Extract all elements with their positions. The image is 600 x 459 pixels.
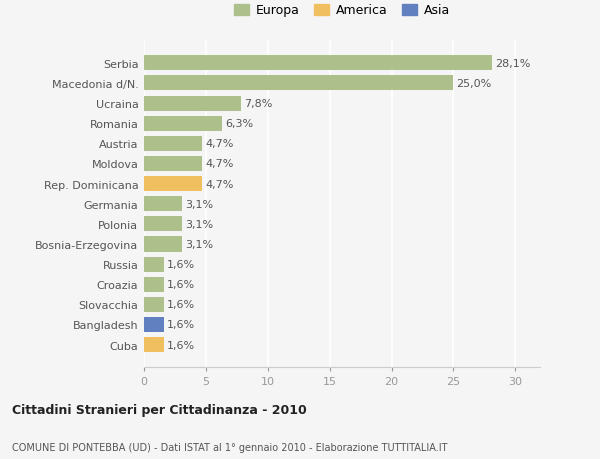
- Bar: [144, 117, 222, 131]
- Legend: Europa, America, Asia: Europa, America, Asia: [232, 2, 452, 20]
- Text: 1,6%: 1,6%: [167, 320, 195, 330]
- Text: COMUNE DI PONTEBBA (UD) - Dati ISTAT al 1° gennaio 2010 - Elaborazione TUTTITALI: COMUNE DI PONTEBBA (UD) - Dati ISTAT al …: [12, 442, 448, 452]
- Bar: [144, 157, 202, 172]
- Bar: [144, 297, 164, 312]
- Text: 1,6%: 1,6%: [167, 340, 195, 350]
- Text: 4,7%: 4,7%: [205, 139, 233, 149]
- Bar: [144, 56, 492, 71]
- Bar: [144, 197, 182, 212]
- Text: 28,1%: 28,1%: [495, 59, 530, 69]
- Bar: [144, 237, 182, 252]
- Bar: [144, 337, 164, 353]
- Bar: [144, 317, 164, 332]
- Bar: [144, 277, 164, 292]
- Bar: [144, 136, 202, 151]
- Bar: [144, 96, 241, 112]
- Text: 3,1%: 3,1%: [185, 240, 214, 249]
- Text: 4,7%: 4,7%: [205, 179, 233, 189]
- Bar: [144, 177, 202, 192]
- Bar: [144, 76, 454, 91]
- Bar: [144, 217, 182, 232]
- Text: 1,6%: 1,6%: [167, 259, 195, 269]
- Text: 3,1%: 3,1%: [185, 219, 214, 230]
- Text: 4,7%: 4,7%: [205, 159, 233, 169]
- Text: 6,3%: 6,3%: [225, 119, 253, 129]
- Text: 1,6%: 1,6%: [167, 300, 195, 310]
- Text: 1,6%: 1,6%: [167, 280, 195, 290]
- Text: 7,8%: 7,8%: [244, 99, 272, 109]
- Bar: [144, 257, 164, 272]
- Text: 3,1%: 3,1%: [185, 199, 214, 209]
- Text: Cittadini Stranieri per Cittadinanza - 2010: Cittadini Stranieri per Cittadinanza - 2…: [12, 403, 307, 416]
- Text: 25,0%: 25,0%: [457, 79, 492, 89]
